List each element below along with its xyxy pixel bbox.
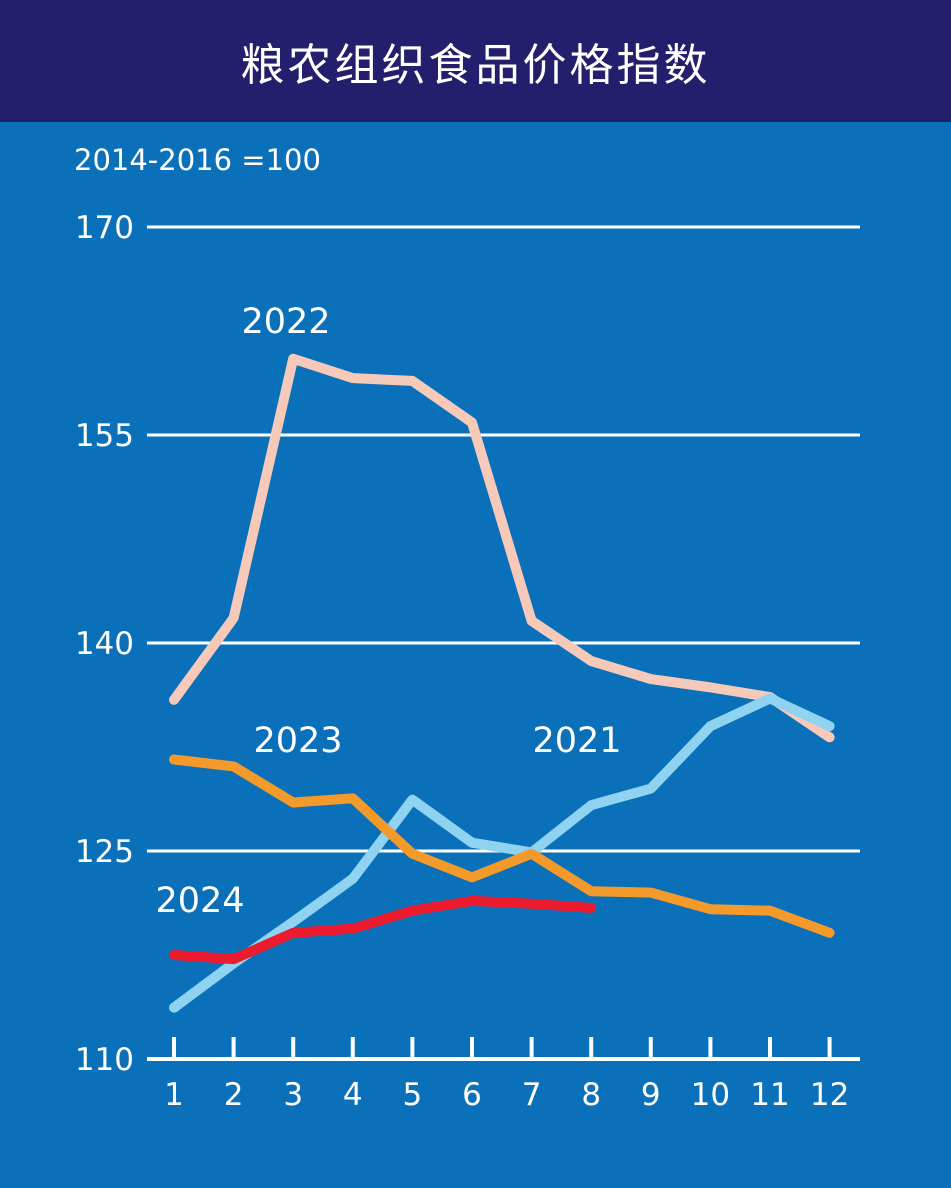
x-tick-label-10: 10 [691, 1077, 730, 1113]
x-axis [147, 1037, 860, 1061]
series-label-2022: 2022 [241, 302, 330, 342]
series-line-2022 [169, 353, 835, 743]
y-tick-label-155: 155 [75, 418, 134, 454]
series-label-2024: 2024 [155, 881, 244, 921]
y-tick-label-140: 140 [75, 626, 134, 662]
x-tick-label-8: 8 [581, 1077, 601, 1113]
x-tick-label-1: 1 [164, 1077, 184, 1113]
x-tick-label-2: 2 [224, 1077, 244, 1113]
x-tick-label-9: 9 [641, 1077, 661, 1113]
series-line-2023 [169, 754, 835, 938]
series-labels: 2022 2021 2023 2024 [155, 302, 621, 921]
x-tick-label-3: 3 [283, 1077, 303, 1113]
y-tick-label-110: 110 [75, 1042, 134, 1078]
series-lines [169, 353, 835, 1013]
x-tick-label-4: 4 [343, 1077, 363, 1113]
title-bar: 粮农组织食品价格指数 [0, 0, 951, 122]
chart-title: 粮农组织食品价格指数 [240, 40, 711, 91]
x-tick-label-5: 5 [403, 1077, 423, 1113]
x-tick-label-11: 11 [750, 1077, 789, 1113]
series-line-2021 [169, 693, 835, 1013]
y-tick-labels: 110 125 140 155 170 [75, 210, 134, 1078]
y-tick-label-170: 170 [75, 210, 134, 246]
x-tick-label-6: 6 [462, 1077, 482, 1113]
series-label-2023: 2023 [253, 721, 342, 761]
x-tick-labels: 1 2 3 4 5 6 7 8 9 10 11 12 [164, 1077, 849, 1113]
series-line-2024 [169, 895, 597, 965]
y-tick-label-125: 125 [75, 834, 134, 870]
x-tick-label-12: 12 [810, 1077, 849, 1113]
unit-note: 2014-2016 =100 [74, 143, 321, 177]
x-tick-label-7: 7 [522, 1077, 542, 1113]
series-label-2021: 2021 [532, 721, 621, 761]
